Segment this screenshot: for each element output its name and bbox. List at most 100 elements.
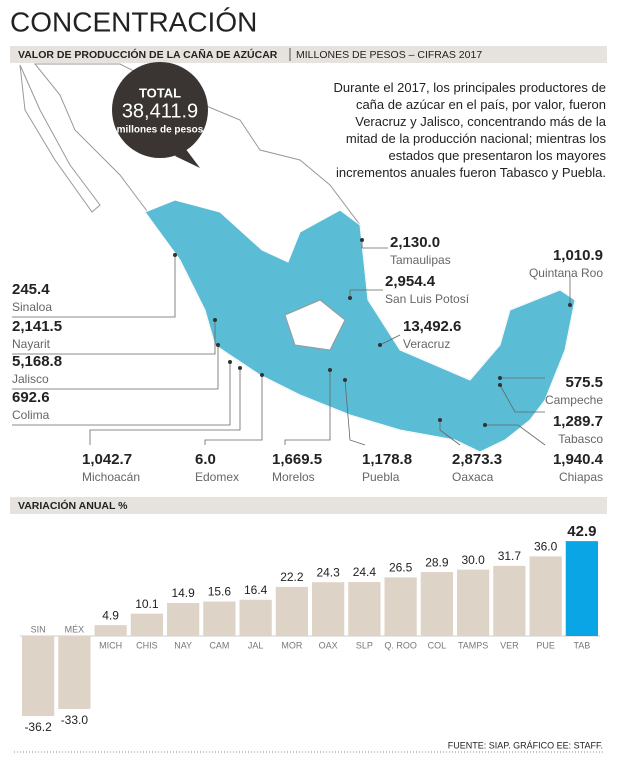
x-tick-label: VER <box>500 640 519 650</box>
state-dot <box>260 373 264 377</box>
state-value: 1,010.9 <box>553 247 603 264</box>
value-label: 36.0 <box>534 540 558 554</box>
x-tick-label: JAL <box>248 640 264 650</box>
bar <box>565 541 598 636</box>
bar <box>493 565 526 636</box>
x-tick-label: CHIS <box>136 640 158 650</box>
state-value: 2,130.0 <box>390 234 440 251</box>
state-value: 2,954.4 <box>385 273 436 290</box>
value-label: 14.9 <box>171 586 195 600</box>
x-tick-label: SIN <box>31 624 46 634</box>
state-name: Colima <box>12 408 50 422</box>
bar-title: VARIACIÓN ANUAL % <box>18 499 128 512</box>
leader-line <box>361 240 388 249</box>
header-title: VALOR DE PRODUCCIÓN DE LA CAÑA DE AZÚCAR <box>18 48 278 61</box>
x-tick-label: MÉX <box>65 624 85 634</box>
state-name: Jalisco <box>12 372 49 386</box>
value-label: 22.2 <box>280 570 304 584</box>
bar <box>275 586 308 636</box>
leader-line <box>12 362 231 426</box>
leader-line <box>12 320 216 355</box>
state-dot <box>483 423 487 427</box>
state-dot <box>238 366 242 370</box>
value-label: 24.4 <box>353 565 377 579</box>
leader-line <box>204 375 263 445</box>
page-title: CONCENTRACIÓN <box>10 6 257 37</box>
central-states <box>284 299 346 351</box>
section-band <box>10 497 607 514</box>
state-value: 5,168.8 <box>12 353 62 370</box>
state-name: Oaxaca <box>452 470 494 484</box>
state-dot <box>328 368 332 372</box>
state-name: Tamaulipas <box>390 253 451 267</box>
leader-line <box>349 289 383 298</box>
value-label: 4.9 <box>102 608 119 622</box>
value-label: 10.1 <box>135 597 159 611</box>
bar <box>167 603 200 636</box>
state-name: Nayarit <box>12 337 51 351</box>
state-name: Quintana Roo <box>529 266 603 280</box>
description: Durante el 2017, los principales product… <box>333 80 606 180</box>
state-dot <box>568 303 572 307</box>
leader-line <box>485 424 546 446</box>
state-dot <box>360 238 364 242</box>
x-tick-label: SLP <box>356 640 373 650</box>
bar <box>457 569 490 636</box>
state-dot <box>498 383 502 387</box>
bar <box>420 572 453 636</box>
leader-line <box>284 370 331 445</box>
header-band <box>10 46 607 63</box>
bar <box>239 599 272 636</box>
source: FUENTE: SIAP. GRÁFICO EE: STAFF. <box>448 740 603 750</box>
leader-line <box>344 379 366 446</box>
x-tick-label: MOR <box>281 640 302 650</box>
state-dot <box>438 418 442 422</box>
bar <box>348 582 381 636</box>
value-label: 24.3 <box>316 565 340 579</box>
x-tick-label: CAM <box>209 640 229 650</box>
state-name: Chiapas <box>559 470 603 484</box>
state-name: San Luis Potosí <box>385 292 470 306</box>
leader-line <box>89 368 241 445</box>
total-unit: millones de pesos <box>117 125 204 136</box>
state-dot <box>378 343 382 347</box>
state-name: Edomex <box>195 470 239 484</box>
state-dot <box>173 253 177 257</box>
state-value: 692.6 <box>12 389 50 406</box>
x-tick-label: MICH <box>99 640 122 650</box>
value-label: 16.4 <box>244 583 268 597</box>
state-value: 2,873.3 <box>452 451 502 468</box>
state-value: 1,669.5 <box>272 451 322 468</box>
value-label: 30.0 <box>461 553 485 567</box>
total-label: TOTAL <box>139 85 181 100</box>
state-name: Morelos <box>272 470 315 484</box>
state-dot <box>216 343 220 347</box>
leader-line <box>379 334 401 346</box>
state-value: 2,141.5 <box>12 318 62 335</box>
state-name: Campeche <box>545 393 603 407</box>
value-label: -33.0 <box>61 713 89 727</box>
x-tick-label: TAMPS <box>458 640 488 650</box>
bar <box>130 613 163 636</box>
value-label: -36.2 <box>24 720 52 734</box>
state-name: Veracruz <box>403 337 450 351</box>
bar <box>203 601 236 636</box>
state-value: 1,178.8 <box>362 451 412 468</box>
state-value: 13,492.6 <box>403 318 461 335</box>
state-name: Puebla <box>362 470 400 484</box>
bubble-tail <box>175 148 200 168</box>
value-label: 42.9 <box>567 523 596 540</box>
header-subtitle: MILLONES DE PESOS – CIFRAS 2017 <box>296 49 482 61</box>
state-value: 6.0 <box>195 451 216 468</box>
x-tick-label: OAX <box>319 640 338 650</box>
state-name: Tabasco <box>558 432 603 446</box>
baja-outline <box>19 64 101 213</box>
value-label: 26.5 <box>389 561 413 575</box>
state-value: 1,289.7 <box>553 413 603 430</box>
leader-line <box>12 345 219 390</box>
state-dot <box>498 376 502 380</box>
total-bubble <box>112 62 208 158</box>
producing-region <box>144 199 576 453</box>
